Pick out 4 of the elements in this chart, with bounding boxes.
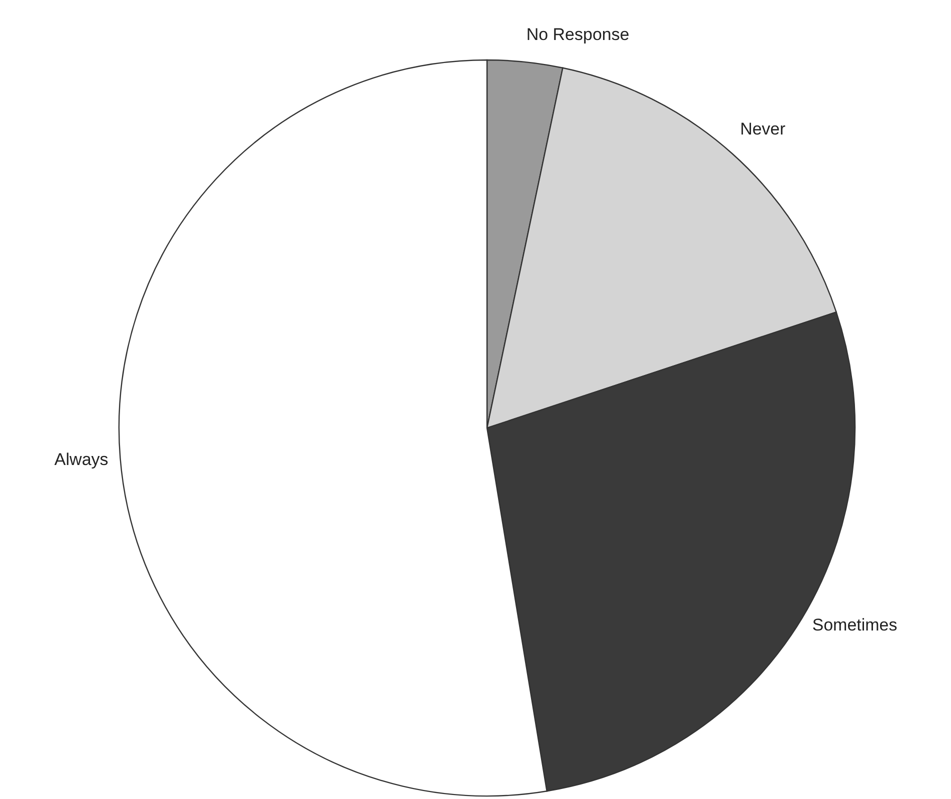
- slice-label: Never: [740, 120, 786, 139]
- slice-label: Sometimes: [812, 616, 898, 635]
- slice-label: Always: [54, 450, 108, 470]
- slice-label: No Response: [526, 25, 630, 44]
